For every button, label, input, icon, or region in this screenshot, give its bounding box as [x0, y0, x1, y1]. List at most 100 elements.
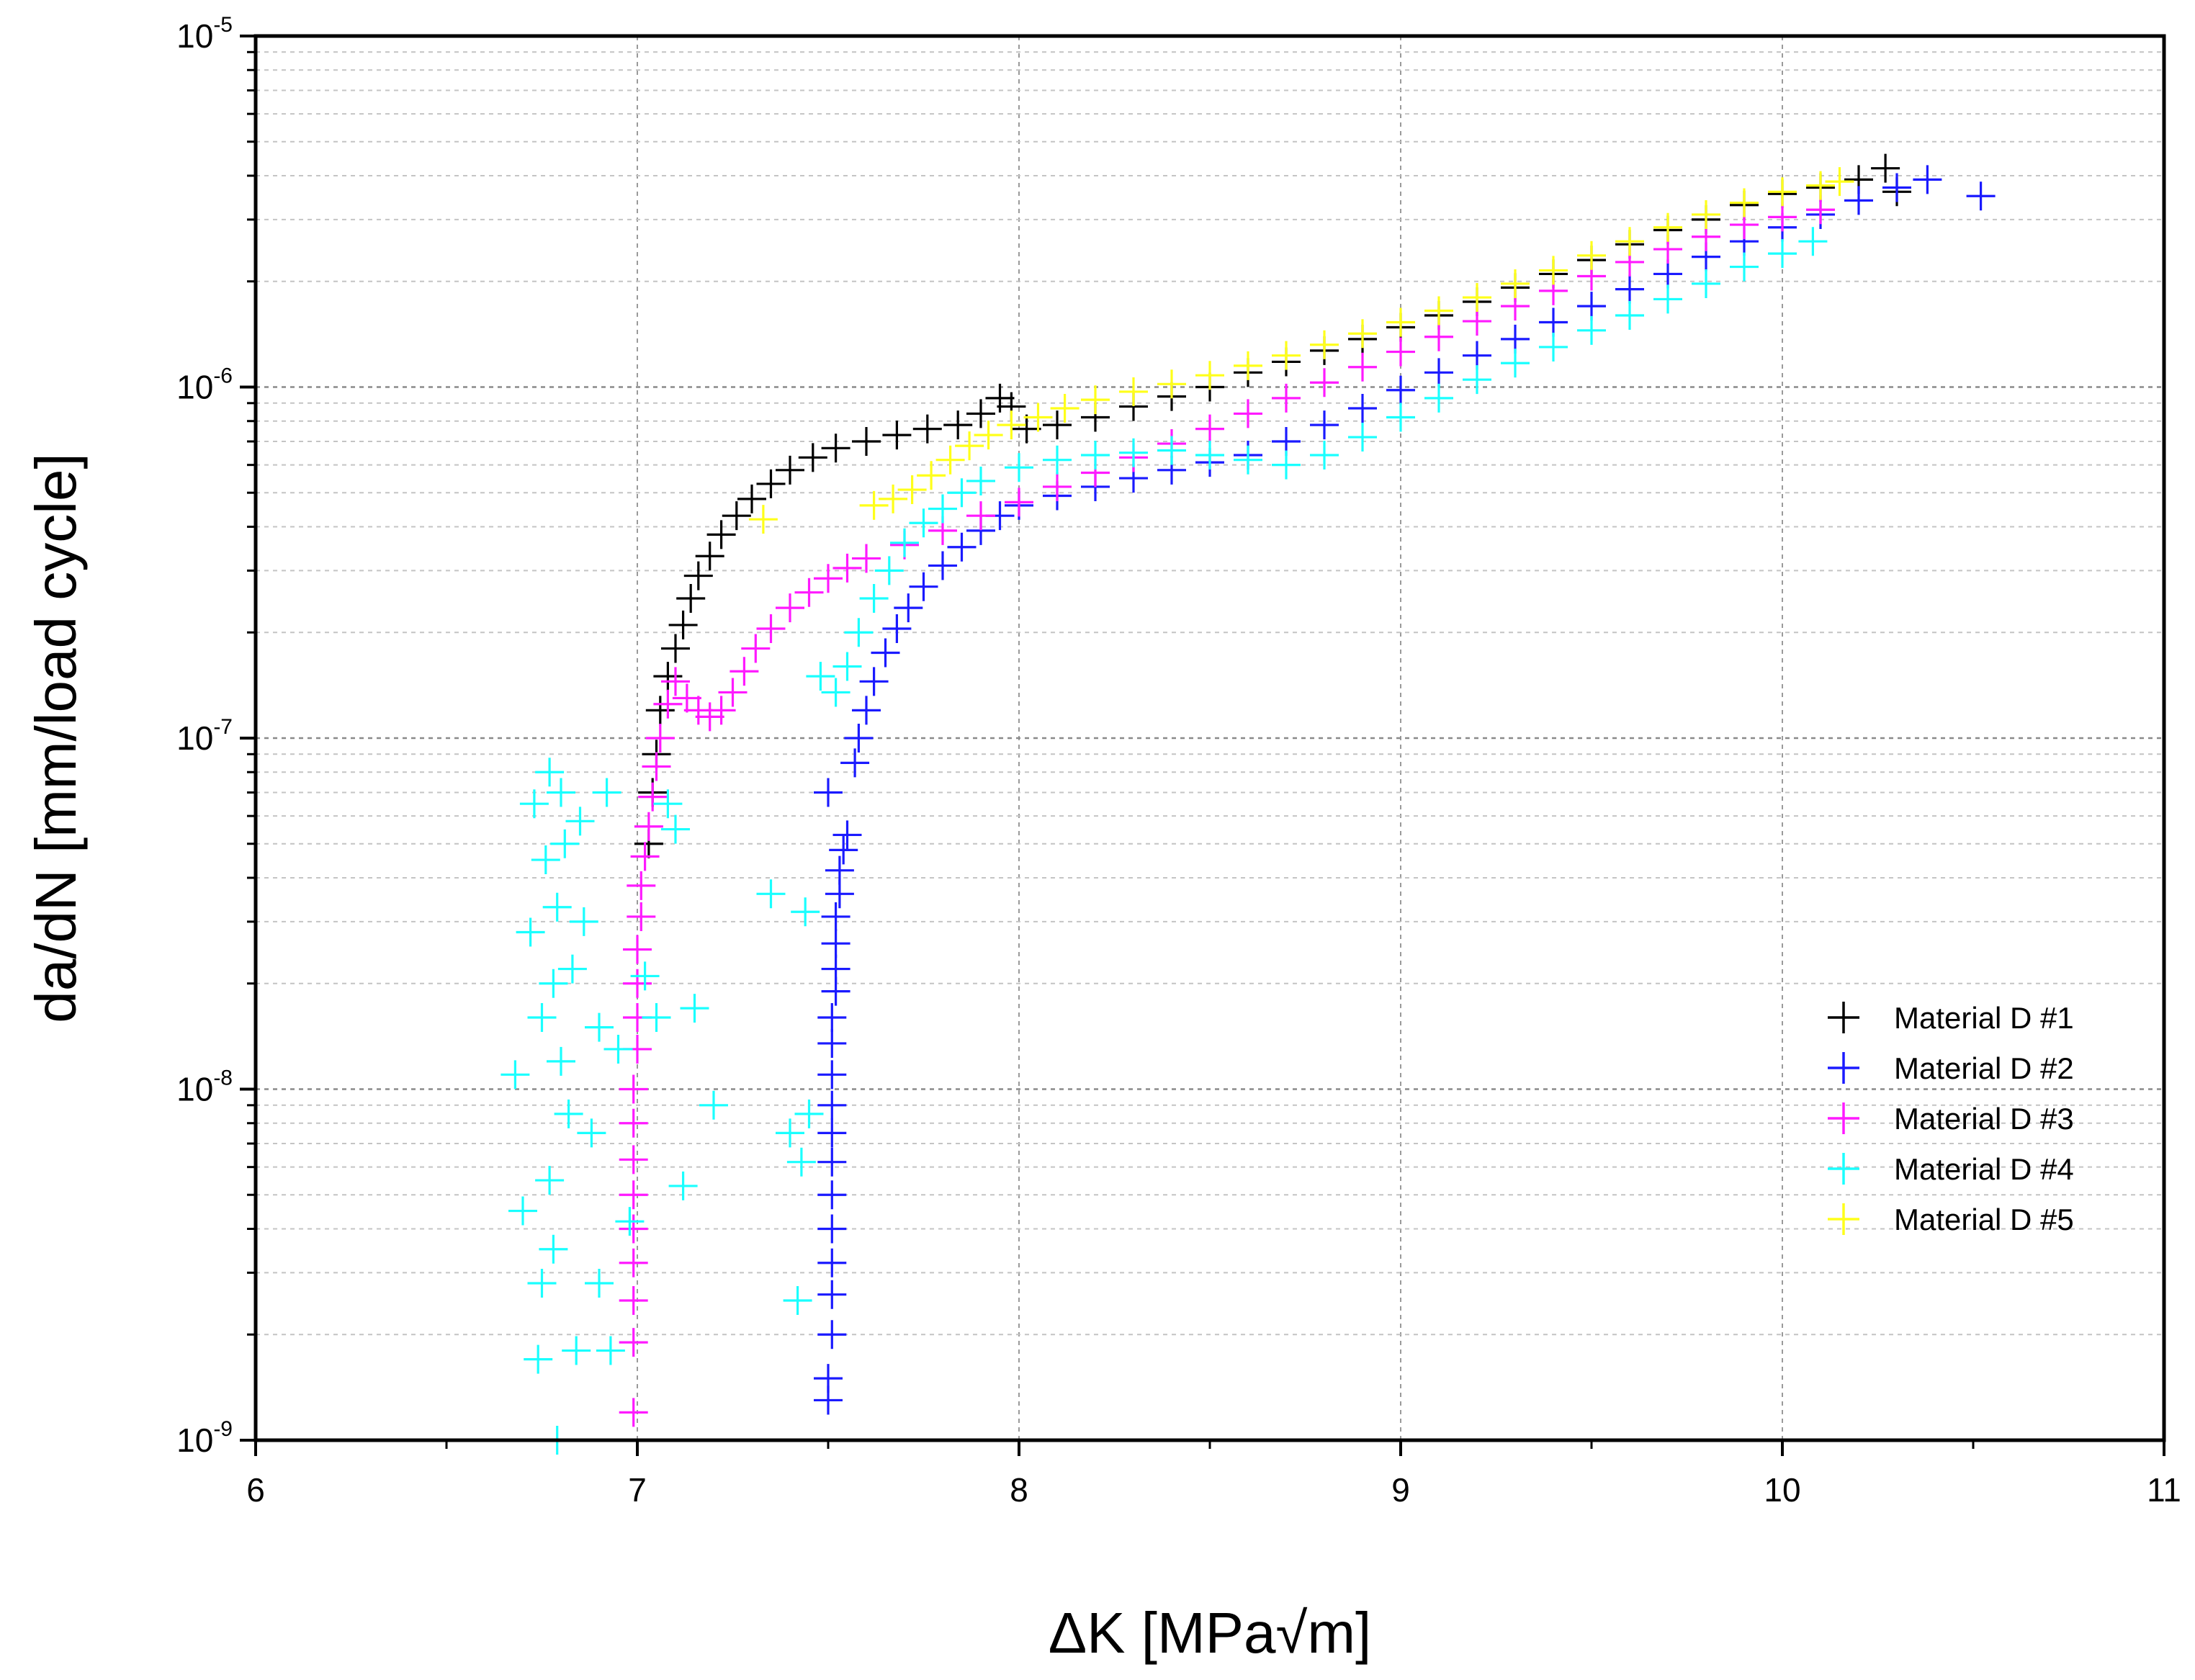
data-point: [524, 1344, 553, 1374]
x-tick-label: 10: [1764, 1471, 1800, 1509]
data-point: [817, 1147, 847, 1177]
legend-item: Material D #1: [1828, 1001, 2074, 1035]
data-point: [1157, 369, 1186, 399]
data-point: [1023, 403, 1053, 432]
data-point: [798, 443, 827, 472]
data-point: [1424, 322, 1453, 351]
data-point: [1234, 445, 1262, 475]
data-point: [1119, 438, 1148, 467]
data-point: [1463, 365, 1491, 395]
tick-labels: 6 7 8 9 10 11 10-9 10-8 10-7 10-6 10-5: [176, 13, 2181, 1509]
data-point: [912, 414, 942, 444]
data-point: [535, 758, 565, 787]
data-point: [619, 1248, 648, 1277]
data-point: [592, 778, 621, 807]
data-point: [1272, 341, 1301, 370]
data-point: [1463, 283, 1491, 313]
data-point: [1348, 319, 1377, 349]
x-tick-label: 6: [246, 1471, 265, 1509]
data-point: [1234, 399, 1262, 428]
data-point: [776, 593, 804, 623]
y-tick-label: 10-9: [176, 1417, 233, 1459]
data-point: [814, 564, 843, 593]
data-point: [917, 461, 946, 490]
data-point: [550, 829, 580, 858]
y-tick-label: 10-7: [176, 715, 233, 757]
data-point: [1272, 450, 1301, 480]
data-point: [645, 724, 675, 753]
data-point: [627, 871, 656, 900]
data-point: [871, 638, 900, 668]
data-point: [603, 1034, 633, 1064]
data-point: [1348, 393, 1377, 423]
data-point: [1501, 269, 1530, 298]
data-point: [577, 1118, 606, 1148]
legend-marker: [1828, 1203, 1859, 1235]
data-point: [1195, 440, 1224, 470]
data-point: [1768, 239, 1797, 269]
data-point: [554, 1099, 583, 1128]
data-point: [1310, 330, 1339, 359]
data-point: [821, 902, 850, 931]
data-point: [1798, 227, 1828, 256]
data-point: [642, 752, 671, 781]
axis-ticks: [240, 35, 2165, 1456]
data-point: [619, 1398, 648, 1427]
data-point: [1424, 358, 1453, 387]
data-point: [619, 1214, 648, 1244]
data-point: [794, 578, 824, 607]
series-4: [501, 227, 1828, 1455]
x-tick-label: 8: [1010, 1471, 1028, 1509]
y-axis-title: da/dN [mm/load cycle]: [24, 453, 88, 1023]
data-point: [786, 1147, 816, 1177]
data-point: [557, 954, 587, 984]
data-point: [730, 657, 759, 686]
data-point: [817, 1280, 847, 1309]
data-point: [596, 1336, 625, 1365]
data-point: [527, 1269, 557, 1298]
data-point: [1615, 227, 1644, 256]
data-point: [645, 696, 675, 725]
data-point: [783, 1286, 812, 1315]
data-point: [1692, 199, 1720, 229]
data-point: [1157, 436, 1186, 465]
data-point: [1195, 414, 1224, 444]
data-point: [1195, 361, 1224, 390]
data-point: [668, 610, 698, 639]
data-point: [817, 1180, 847, 1210]
data-point: [1012, 414, 1041, 444]
data-point: [928, 551, 957, 580]
data-point: [832, 652, 862, 681]
data-point: [1913, 165, 1942, 194]
data-point: [1424, 383, 1453, 413]
data-point: [794, 1099, 824, 1128]
data-point: [565, 807, 595, 836]
data-point: [630, 842, 660, 871]
data-point: [619, 1328, 648, 1357]
data-point: [791, 897, 820, 927]
data-point: [821, 678, 850, 707]
x-tick-label: 9: [1391, 1471, 1410, 1509]
data-point: [1005, 453, 1033, 482]
data-point: [680, 994, 709, 1023]
data-point: [890, 528, 919, 557]
legend-marker: [1828, 1102, 1859, 1134]
data-point: [821, 929, 850, 958]
data-point: [519, 789, 549, 819]
data-point: [814, 778, 843, 807]
data-point: [1539, 256, 1568, 285]
data-point: [619, 1286, 648, 1315]
data-point: [623, 935, 652, 964]
data-point: [585, 1269, 614, 1298]
data-point: [676, 584, 706, 614]
data-point: [859, 490, 889, 520]
data-point: [683, 561, 713, 590]
data-point: [1386, 403, 1415, 432]
data-point: [817, 1028, 847, 1058]
data-point: [1966, 181, 1996, 211]
data-point: [1539, 307, 1568, 337]
data-point: [1043, 472, 1072, 501]
data-point: [1768, 202, 1797, 232]
